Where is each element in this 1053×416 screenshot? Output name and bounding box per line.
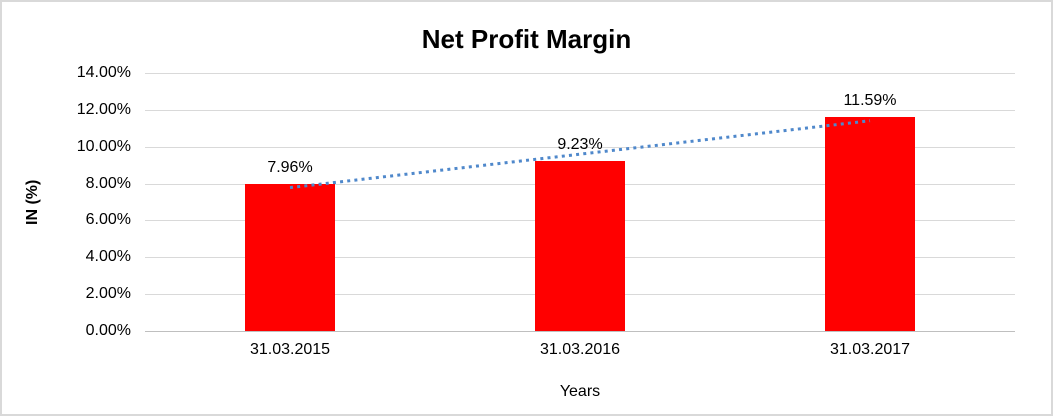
y-axis-title: IN (%) — [24, 179, 41, 225]
y-axis-tick-label: 8.00% — [85, 174, 131, 192]
y-axis-tick-label: 12.00% — [76, 100, 131, 118]
bar — [535, 160, 625, 331]
bar — [825, 117, 915, 331]
bar — [245, 184, 335, 331]
trendline — [289, 119, 871, 190]
data-label: 9.23% — [557, 135, 603, 153]
y-axis-tick-label: 6.00% — [85, 211, 131, 229]
x-axis-title: Years — [559, 383, 601, 400]
gridline — [145, 73, 1015, 74]
y-axis-tick-label: 4.00% — [85, 248, 131, 266]
data-label: 7.96% — [267, 159, 313, 177]
y-axis-tick-label: 0.00% — [85, 322, 131, 339]
gridline — [145, 109, 1015, 111]
gridline — [145, 331, 1015, 332]
x-axis-tick-label: 31.03.2016 — [539, 341, 621, 358]
y-axis-tick-label: 14.00% — [76, 64, 131, 81]
data-label: 11.59% — [843, 92, 897, 110]
gridline — [145, 146, 1015, 148]
x-axis-tick-label: 31.03.2015 — [249, 341, 331, 358]
x-axis-tick-label: 31.03.2017 — [829, 341, 911, 358]
y-axis-tick-label: 2.00% — [85, 285, 131, 303]
y-axis-tick-label: 10.00% — [76, 137, 131, 155]
chart-title: Net Profit Margin — [421, 24, 632, 54]
plot-area: 0.00% 2.00% 4.00% 6.00% 8.00% 10.00% 12.00% 14.… — [77, 64, 1015, 358]
